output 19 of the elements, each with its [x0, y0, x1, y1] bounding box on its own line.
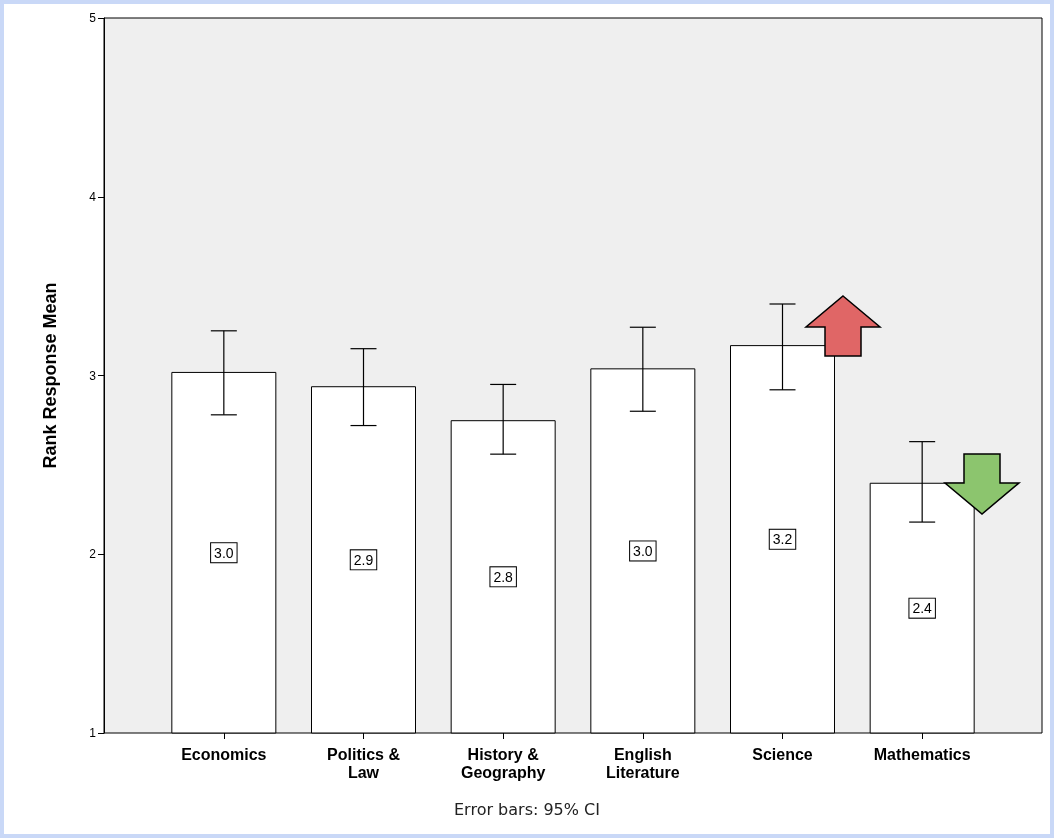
- y-tick-label: 1: [89, 726, 97, 740]
- x-tick-label: English Literature: [605, 745, 680, 781]
- x-tick-label: History & Geography: [460, 745, 546, 781]
- y-tick-label: 3: [89, 368, 97, 383]
- x-tick-label: Mathematics: [873, 745, 971, 763]
- y-tick-label: 2: [89, 547, 97, 562]
- data-label: 2.8: [493, 568, 514, 585]
- text: Error bars: 95% CI: [453, 800, 601, 819]
- x-tick-label: Economics: [181, 745, 267, 763]
- x-tick-label: Politics & Law: [327, 745, 401, 781]
- y-tick-label: 4: [89, 189, 97, 204]
- data-label: 3.0: [214, 544, 234, 561]
- x-tick-label: Science: [752, 745, 813, 763]
- data-label: 3.2: [772, 531, 793, 548]
- data-label: 2.9: [353, 551, 374, 568]
- data-label: 2.4: [912, 600, 933, 617]
- data-label: 3.0: [633, 542, 653, 559]
- y-tick-label: 5: [89, 11, 97, 25]
- y-axis-title: Rank Response Mean: [40, 282, 60, 469]
